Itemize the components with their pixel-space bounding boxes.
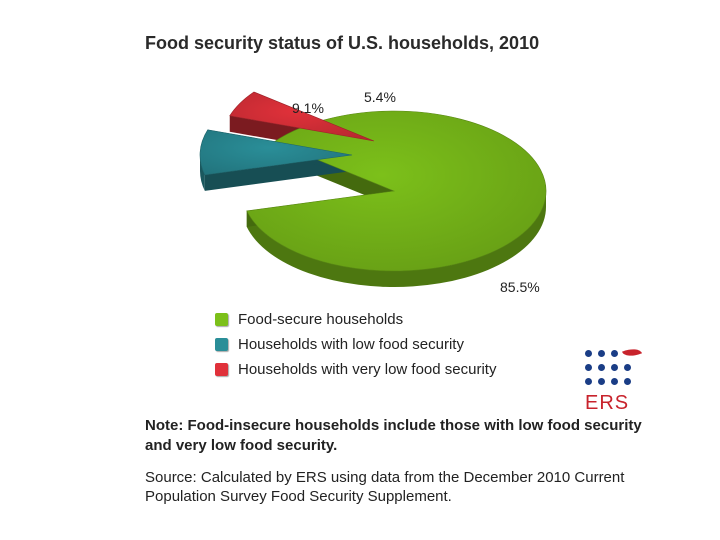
pie-slice-very-low-food-security [229,91,375,142]
legend-item-very-low-food-security: Households with very low food security [215,357,496,382]
legend-label-very-low-food-security: Households with very low food security [238,361,497,378]
legend-item-food-secure: Food-secure households [215,307,496,332]
leaf-icon [621,344,643,361]
logo-dot [624,378,631,385]
legend-swatch-food-secure [215,313,228,326]
logo-dot [585,378,592,385]
ers-logo-text: ERS [585,392,630,414]
ers-logo: ERS [585,344,645,414]
chart-title: Food security status of U.S. households,… [145,33,540,53]
legend-label-food-secure: Food-secure households [238,311,404,328]
pie-slice-low-food-security [199,129,353,176]
legend-swatch-very-low-food-security [215,363,228,376]
logo-dot [611,350,618,357]
legend-swatch-low-food-security [215,338,228,351]
logo-dot [624,364,631,371]
logo-dot [598,350,605,357]
pie-side-low-food-security [200,155,205,191]
pie-slice-food-secure [246,110,547,272]
logo-dot [611,378,618,385]
data-label-very-low-food-security: 5.4% [364,89,396,105]
logo-dot [585,364,592,371]
logo-dot [598,364,605,371]
source-text: Source: Calculated by ERS using data fro… [145,469,625,505]
legend-label-low-food-security: Households with low food security [238,336,464,353]
legend-item-low-food-security: Households with low food security [215,332,496,357]
logo-dot [598,378,605,385]
data-label-low-food-security: 9.1% [292,100,324,116]
data-label-food-secure: 85.5% [500,279,540,295]
logo-dot [585,350,592,357]
note-text: Note: Food-insecure households include t… [145,417,642,454]
logo-dot [611,364,618,371]
legend: Food-secure households Households with l… [215,307,496,382]
pie-chart: 85.5% 9.1% 5.4% [199,89,547,295]
pie-side-food-secure [246,191,546,288]
